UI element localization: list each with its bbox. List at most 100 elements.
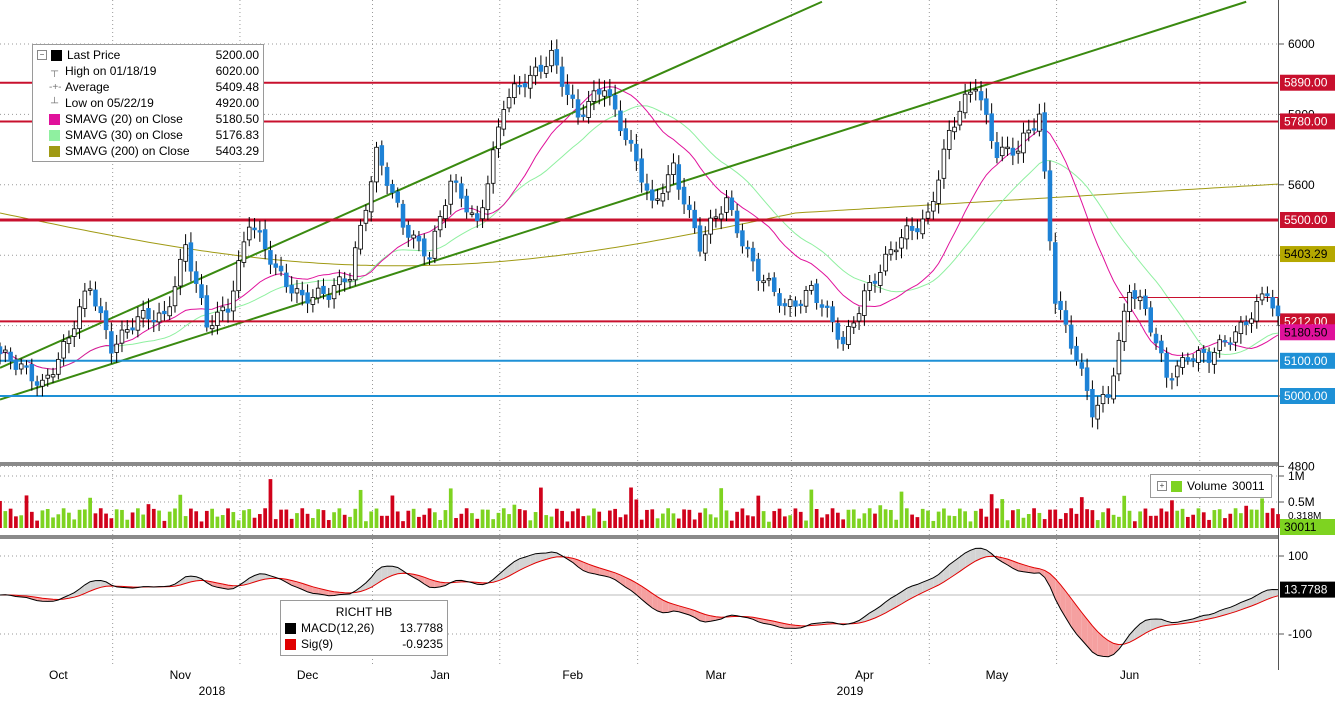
- x-tick-label: Oct: [49, 668, 68, 682]
- volume-bar: [863, 513, 867, 528]
- volume-bar: [650, 509, 654, 528]
- candle-body: [51, 375, 55, 377]
- candle-body: [926, 212, 930, 218]
- candle-body: [173, 287, 177, 306]
- candle-body: [544, 67, 548, 74]
- volume-bar: [205, 511, 209, 528]
- candle-body: [491, 150, 495, 183]
- volume-bar: [1096, 520, 1100, 528]
- volume-bar: [831, 508, 835, 528]
- candle-body: [1250, 319, 1254, 323]
- volume-bar: [226, 508, 230, 528]
- candle-body: [597, 89, 601, 94]
- candle-body: [528, 75, 532, 88]
- volume-bar: [900, 492, 904, 528]
- volume-bar: [979, 509, 983, 528]
- volume-bar: [353, 509, 357, 528]
- candle-body: [475, 214, 479, 221]
- volume-bar: [94, 513, 98, 528]
- volume-bar: [99, 508, 103, 528]
- volume-bar: [688, 510, 692, 528]
- volume-bar: [1122, 496, 1126, 528]
- volume-bar: [438, 520, 442, 528]
- candle-body: [576, 100, 580, 117]
- volume-bar: [72, 519, 76, 528]
- candle-body: [974, 89, 978, 91]
- candle-body: [253, 228, 257, 230]
- volume-bar: [772, 511, 776, 528]
- volume-bar: [746, 515, 750, 528]
- volume-bar: [274, 519, 278, 528]
- volume-bar: [523, 510, 527, 528]
- candle-body: [820, 305, 824, 308]
- candle-body: [1096, 405, 1100, 419]
- candle-body: [189, 243, 193, 271]
- candle-body: [327, 296, 331, 300]
- volume-bar: [1149, 516, 1153, 528]
- volume-bar: [1271, 508, 1275, 528]
- x-tick-label: Jun: [1120, 668, 1139, 682]
- candle-body: [1213, 352, 1217, 364]
- candle-body: [990, 114, 994, 141]
- candle-body: [391, 184, 395, 192]
- candle-body: [412, 235, 416, 238]
- candle-body: [629, 140, 633, 143]
- volume-bar: [894, 520, 898, 528]
- candle-body: [518, 85, 522, 87]
- candle-body: [417, 236, 421, 241]
- candle-body: [756, 259, 760, 280]
- level-badge-label: 5780.00: [1284, 114, 1328, 128]
- candle-body: [136, 317, 140, 330]
- x-tick-label: Feb: [562, 668, 583, 682]
- candle-body: [666, 175, 670, 192]
- volume-bar: [783, 516, 787, 528]
- volume-bar: [396, 511, 400, 528]
- volume-bar: [444, 510, 448, 528]
- volume-bar: [1207, 520, 1211, 528]
- candle-body: [513, 84, 517, 98]
- candle-body: [1159, 341, 1163, 353]
- volume-bar: [624, 515, 628, 528]
- volume-bar: [19, 515, 23, 528]
- candle-body: [836, 324, 840, 340]
- volume-bar: [1038, 513, 1042, 528]
- volume-bar: [433, 512, 437, 528]
- candle-body: [178, 259, 182, 286]
- volume-bar: [809, 490, 813, 528]
- volume-bar: [359, 490, 363, 528]
- volume-bar: [0, 501, 2, 528]
- volume-bar: [756, 496, 760, 528]
- volume-bar: [1080, 497, 1084, 528]
- volume-bar: [1112, 515, 1116, 528]
- candle-body: [677, 165, 681, 190]
- candle-body: [963, 94, 967, 113]
- candle-body: [534, 67, 538, 76]
- candle-body: [1170, 379, 1174, 381]
- candle-body: [831, 307, 835, 322]
- candle-body: [719, 214, 723, 219]
- volume-bar: [120, 510, 124, 528]
- expand-icon[interactable]: +: [1157, 481, 1167, 491]
- candle-body: [1154, 334, 1158, 343]
- candle-body: [359, 225, 363, 249]
- volume-bar: [841, 519, 845, 528]
- candle-body: [1165, 353, 1169, 377]
- candle-body: [1138, 297, 1142, 301]
- candle-body: [157, 313, 161, 322]
- candle-body: [295, 289, 299, 293]
- candle-body: [916, 229, 920, 232]
- candle-body: [1112, 376, 1116, 399]
- collapse-icon[interactable]: −: [37, 50, 47, 60]
- volume-bar: [539, 488, 543, 528]
- candle-body: [984, 99, 988, 115]
- candle-body: [656, 199, 660, 201]
- volume-bar: [348, 517, 352, 528]
- level-badge-label: 5500.00: [1284, 213, 1328, 227]
- volume-bar: [1064, 513, 1068, 528]
- volume-bar: [173, 508, 177, 528]
- candle-body: [433, 231, 437, 258]
- volume-bar: [815, 509, 819, 528]
- candle-body: [263, 230, 267, 249]
- candle-body: [343, 279, 347, 282]
- volume-bar: [555, 509, 559, 528]
